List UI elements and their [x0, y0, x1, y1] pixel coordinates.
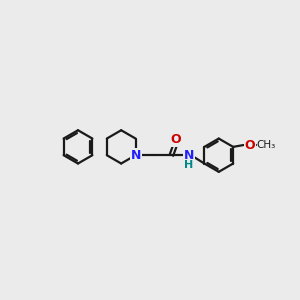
Text: O: O	[245, 139, 255, 152]
Text: N: N	[130, 149, 141, 162]
Text: CH₃: CH₃	[256, 140, 275, 150]
Text: H: H	[184, 160, 194, 170]
Text: N: N	[184, 149, 194, 162]
Text: O: O	[171, 133, 182, 146]
